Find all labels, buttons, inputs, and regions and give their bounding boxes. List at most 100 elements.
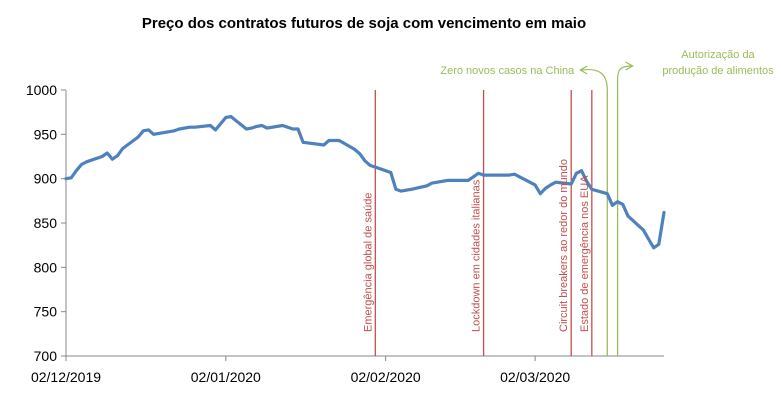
data-point xyxy=(301,140,305,144)
data-point xyxy=(286,125,290,129)
data-point xyxy=(425,184,429,188)
data-point xyxy=(544,187,547,190)
data-point xyxy=(440,179,444,183)
data-point xyxy=(471,175,475,179)
data-point xyxy=(214,128,217,132)
data-point xyxy=(621,202,625,206)
data-point xyxy=(74,169,78,173)
data-point xyxy=(652,246,656,250)
x-tick-label: 02/01/2020 xyxy=(191,369,261,385)
data-point xyxy=(513,172,516,176)
data-point xyxy=(533,183,537,187)
data-point xyxy=(322,143,326,147)
data-point xyxy=(477,171,480,175)
data-point xyxy=(100,155,104,158)
data-point xyxy=(626,214,630,218)
data-point xyxy=(229,115,233,118)
x-tick-label: 02/02/2020 xyxy=(351,369,421,385)
data-point xyxy=(373,165,377,169)
callout-arrow xyxy=(579,65,588,75)
event-markers xyxy=(374,90,619,356)
data-point xyxy=(245,127,248,131)
data-point xyxy=(507,173,511,177)
data-point xyxy=(409,187,413,191)
data-point xyxy=(291,127,295,131)
data-point xyxy=(590,187,594,191)
data-point xyxy=(337,139,341,142)
data-point xyxy=(116,154,119,158)
data-point xyxy=(85,160,89,164)
data-point xyxy=(121,147,125,150)
data-point xyxy=(647,237,650,241)
data-point xyxy=(147,128,150,132)
data-point xyxy=(208,124,212,127)
data-point xyxy=(358,152,362,156)
event-label: Estado de emergência nos EUA xyxy=(579,175,591,332)
y-tick-label: 850 xyxy=(34,215,58,231)
data-point xyxy=(69,176,73,180)
data-point xyxy=(616,200,620,204)
data-point xyxy=(188,125,192,129)
data-point xyxy=(332,139,336,142)
data-point xyxy=(193,125,197,129)
y-tick-label: 750 xyxy=(34,304,58,320)
data-point xyxy=(605,192,609,196)
y-tick-label: 900 xyxy=(34,171,58,187)
data-point xyxy=(250,126,253,130)
data-point xyxy=(497,173,501,177)
data-point xyxy=(353,148,357,151)
data-point xyxy=(260,124,264,127)
data-point xyxy=(327,139,331,142)
data-point xyxy=(265,126,269,130)
data-point xyxy=(446,179,449,182)
data-point xyxy=(136,135,140,139)
data-point xyxy=(466,179,470,182)
data-point xyxy=(105,151,109,155)
data-point xyxy=(569,182,573,186)
event-label: Circuit breakers ao redor do mundo xyxy=(558,159,570,332)
data-point xyxy=(538,192,542,196)
data-point xyxy=(157,132,161,135)
y-tick-label: 950 xyxy=(34,126,58,142)
annotation-labels: Emergência global de saúde Lockdown em ci… xyxy=(362,49,774,332)
callout-arrow xyxy=(625,61,634,71)
data-point xyxy=(64,177,68,181)
chart-title: Preço dos contratos futuros de soja com … xyxy=(142,15,586,32)
data-point xyxy=(549,183,552,187)
data-point xyxy=(404,188,408,192)
data-point xyxy=(574,171,578,175)
data-point xyxy=(502,173,506,177)
callout-line xyxy=(581,68,608,91)
data-point xyxy=(435,180,439,184)
data-point xyxy=(296,127,300,131)
data-point xyxy=(255,124,259,128)
data-point xyxy=(141,129,145,133)
data-point xyxy=(224,116,228,119)
data-point xyxy=(389,171,393,174)
event-label: Zero novos casos na China xyxy=(440,65,575,77)
axes: 700 750 800 850 900 950 1000 02/12/2019 02/01/20… xyxy=(26,82,664,385)
data-point xyxy=(152,132,156,136)
event-label: Lockdown em cidades italianas xyxy=(471,179,483,332)
data-point xyxy=(80,163,83,166)
data-point xyxy=(430,181,434,185)
data-point xyxy=(662,210,666,214)
y-tick-label: 700 xyxy=(34,348,58,364)
data-point xyxy=(363,159,367,163)
data-point xyxy=(585,179,589,183)
series-layer xyxy=(64,114,666,250)
data-point xyxy=(580,169,583,173)
y-tick-label: 800 xyxy=(34,259,58,275)
data-point xyxy=(394,187,398,191)
data-point xyxy=(641,228,645,232)
data-point xyxy=(281,124,284,127)
data-point xyxy=(172,129,176,133)
data-point xyxy=(518,175,522,179)
data-point xyxy=(399,189,403,193)
data-point xyxy=(110,157,114,161)
x-tick-label: 02/12/2019 xyxy=(31,369,101,385)
data-point xyxy=(554,180,558,184)
data-point xyxy=(178,127,181,131)
data-point xyxy=(611,203,614,207)
